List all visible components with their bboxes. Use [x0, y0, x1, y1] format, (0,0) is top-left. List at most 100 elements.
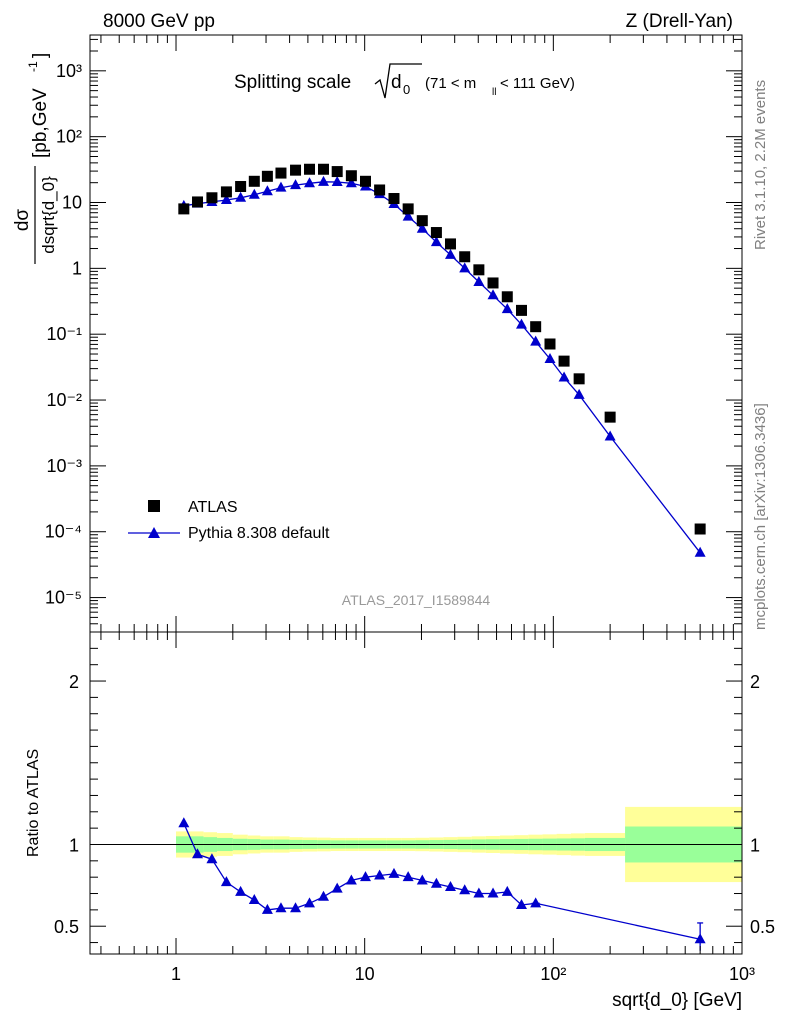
ylabel-unit-end: ] — [30, 53, 51, 58]
ratio-tick-label-right: 0.5 — [750, 917, 775, 937]
x-tick-label: 10³ — [729, 964, 755, 984]
mc-point — [694, 546, 706, 557]
y-tick-label: 10⁻⁴ — [45, 522, 82, 542]
ylabel-den: dsqrt{d_0} — [39, 176, 58, 254]
ratio-mc-point — [388, 867, 400, 878]
y-tick-label: 10² — [56, 127, 82, 147]
ratio-mc-point — [487, 887, 499, 898]
axes: 1 10 10² 10³10⁻⁵10⁻⁴10⁻³10⁻²10⁻¹11010²10³0.… — [45, 35, 775, 984]
ratio-mc-point — [290, 902, 302, 913]
title-main: Splitting scale — [234, 72, 351, 93]
data-point — [359, 175, 371, 187]
ratio-mc-point — [430, 877, 442, 888]
data-point — [261, 170, 273, 182]
header-left: 8000 GeV pp — [103, 11, 215, 32]
data-point — [544, 338, 556, 350]
mc-point — [290, 179, 302, 190]
mc-point — [402, 210, 414, 221]
ratio-panel — [90, 817, 742, 951]
data-point — [220, 186, 232, 198]
mc-point — [604, 430, 616, 441]
ratio-mc-point — [248, 894, 260, 905]
legend-mc-marker — [148, 527, 160, 538]
data-point — [235, 181, 247, 193]
data-point — [694, 523, 706, 535]
ratio-mc-point — [402, 871, 414, 882]
data-point — [573, 373, 585, 385]
ratio-tick-label-right: 2 — [750, 672, 760, 692]
ylabel-num: dσ — [12, 209, 33, 232]
data-point — [304, 163, 316, 175]
ratio-mc-point — [178, 817, 190, 828]
main-panel — [178, 163, 706, 557]
mc-point — [501, 303, 513, 314]
mc-point — [416, 222, 428, 233]
ratio-mc-point — [192, 848, 204, 859]
ratio-mc-point — [374, 869, 386, 880]
mc-point — [459, 262, 471, 273]
data-point — [430, 227, 442, 239]
main-ylabel: dσ dsqrt{d_0} [pb,GeV -1 ] — [12, 53, 58, 264]
header-right: Z (Drell-Yan) — [626, 11, 733, 32]
mc-point — [235, 191, 247, 202]
mc-point — [573, 388, 585, 399]
mc-point — [345, 177, 357, 188]
mc-point — [444, 248, 456, 259]
data-point — [248, 175, 260, 187]
data-point — [444, 238, 456, 250]
ratio-tick-label-right: 1 — [750, 835, 760, 855]
ylabel-unit: [pb,GeV — [30, 88, 51, 158]
ylabel-unit-sup: -1 — [26, 61, 40, 72]
analysis-name: ATLAS_2017_I1589844 — [342, 592, 491, 608]
ratio-mc-point — [501, 885, 513, 896]
sqrt-symbol — [374, 63, 422, 99]
mcplots-text: mcplots.cern.ch [arXiv:1306.3436] — [752, 403, 769, 630]
ratio-mc-point — [206, 853, 218, 864]
mc-point — [530, 335, 542, 346]
mc-point — [275, 181, 287, 192]
ratio-tick-label-left: 2 — [69, 672, 79, 692]
data-point — [558, 355, 570, 367]
ratio-mc-point — [235, 885, 247, 896]
mc-point — [318, 175, 330, 186]
data-point — [416, 215, 428, 227]
title-range-sub: ll — [492, 87, 496, 98]
data-point — [192, 196, 204, 208]
ratio-mc-point — [331, 882, 343, 893]
legend-data-label: ATLAS — [188, 499, 238, 516]
y-tick-label: 10 — [62, 193, 82, 213]
data-point — [178, 203, 190, 215]
ratio-mc-point — [416, 874, 428, 885]
ratio-mc-point — [304, 897, 316, 908]
x-tick-label: 10² — [540, 964, 566, 984]
legend-mc-label: Pythia 8.308 default — [188, 525, 330, 542]
legend: ATLAS Pythia 8.308 default — [128, 499, 330, 542]
mc-point — [261, 185, 273, 196]
x-tick-label: 10 — [355, 964, 375, 984]
data-point — [374, 184, 386, 196]
mc-point — [220, 194, 232, 205]
ratio-tick-label-left: 0.5 — [54, 917, 79, 937]
data-point — [604, 411, 616, 423]
x-tick-label: 1 — [171, 964, 181, 984]
title-range-b: < 111 GeV) — [500, 75, 575, 92]
mc-point — [248, 188, 260, 199]
data-point — [345, 170, 357, 182]
data-point — [402, 203, 414, 215]
ratio-mc-point — [275, 902, 287, 913]
rivet-version-text: Rivet 3.1.10, 2.2M events — [752, 80, 769, 250]
ratio-mc-point — [444, 880, 456, 891]
mc-point — [487, 289, 499, 300]
mc-point — [304, 177, 316, 188]
mc-line — [183, 181, 701, 554]
data-point — [530, 321, 542, 333]
ratio-mc-point — [515, 898, 527, 909]
ratio-mc-point — [359, 871, 371, 882]
mc-point — [558, 371, 570, 382]
ratio-ylabel: Ratio to ATLAS — [25, 749, 42, 857]
ratio-mc-point — [530, 897, 542, 908]
title-sub: 0 — [403, 82, 410, 97]
title-sym: d — [391, 72, 402, 93]
legend-data-marker — [148, 500, 160, 512]
